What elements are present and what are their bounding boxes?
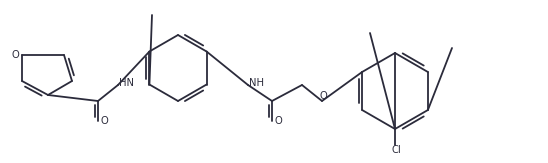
Text: O: O xyxy=(11,50,19,60)
Text: O: O xyxy=(319,91,327,101)
Text: O: O xyxy=(274,116,282,126)
Text: Cl: Cl xyxy=(391,145,401,155)
Text: HN: HN xyxy=(119,78,134,88)
Text: NH: NH xyxy=(249,78,264,88)
Text: O: O xyxy=(100,116,108,126)
